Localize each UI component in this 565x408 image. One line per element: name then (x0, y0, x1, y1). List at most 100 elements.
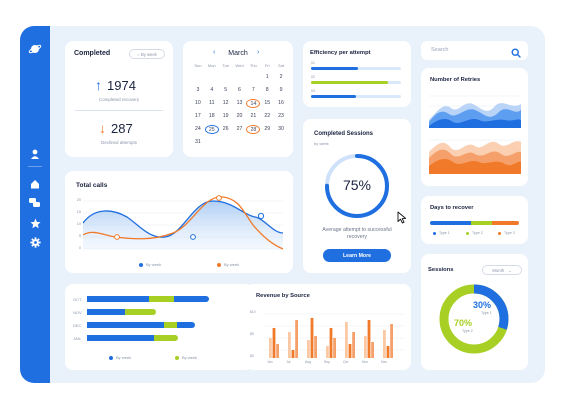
calendar-day[interactable]: 26 (222, 126, 229, 132)
blue-data-point[interactable] (190, 234, 196, 240)
revenue-x-label: Oct (343, 360, 349, 364)
gear-icon[interactable] (28, 235, 42, 249)
calendar-empty-cell (219, 73, 233, 82)
efficiency-bar-fill (311, 95, 356, 98)
chat-icon[interactable] (28, 196, 42, 210)
bar-segment (148, 296, 174, 302)
completed-filter-dropdown[interactable]: ○ By week (129, 49, 165, 59)
sessions-filter-label: Month (492, 267, 505, 273)
calendar-day[interactable]: 19 (222, 113, 229, 119)
total-calls-legend-blue: By week (139, 262, 161, 267)
declined-label: Declined attempts (100, 140, 138, 145)
revenue-bar (288, 332, 291, 358)
calendar-card: ‹ March › Sun Mon Tue Wed Thu Fri Sat 1 2 3 4 5 6 7 8 9… (183, 41, 293, 157)
calendar-day[interactable]: 20 (236, 113, 243, 119)
orange-data-point[interactable] (216, 195, 222, 201)
efficiency-bar-fill (311, 81, 389, 84)
calendar-day[interactable]: 28 (246, 125, 261, 134)
calendar-day[interactable]: 6 (238, 87, 241, 93)
calendar-day-header: Fri (264, 63, 270, 68)
calendar-day[interactable]: 27 (236, 126, 243, 132)
user-icon[interactable] (28, 147, 42, 161)
calendar-day[interactable]: 25 (204, 125, 219, 134)
days-recover-card: Days to recover Type 1 Type 2 Type 3 (421, 196, 528, 244)
calendar-day[interactable]: 14 (246, 99, 261, 108)
revenue-bar (345, 322, 348, 358)
bar-segment (87, 309, 125, 315)
calendar-day[interactable]: 11 (209, 100, 215, 106)
efficiency-card: Efficiency per attempt 01 02 03 (303, 41, 411, 107)
mouse-cursor-icon (397, 211, 407, 224)
completed-sessions-title: Completed Sessions (314, 131, 374, 137)
star-icon[interactable] (28, 216, 42, 230)
calendar-day[interactable]: 5 (224, 87, 228, 93)
search-icon[interactable] (511, 45, 521, 63)
revenue-bar (390, 324, 393, 358)
calendar-day[interactable]: 29 (264, 126, 271, 132)
calendar-day-header: Thu (249, 63, 257, 68)
revenue-x-label: Jul (286, 360, 291, 364)
search-placeholder: Search (431, 47, 449, 53)
declined-value: 287 (111, 121, 133, 136)
completed-sessions-subtitle: by week (314, 141, 329, 146)
calendar-day[interactable]: 18 (208, 113, 215, 119)
calendar-day[interactable]: 2 (279, 74, 283, 80)
sidebar-divider (28, 166, 42, 167)
calendar-day[interactable]: 3 (196, 87, 200, 93)
monthly-legend-green: By week (175, 355, 197, 360)
bar-segment (124, 309, 156, 315)
revenue-bar (333, 338, 336, 358)
progress-percent: 75% (342, 177, 372, 193)
blue-percent: 30% (473, 300, 492, 310)
calendar-day[interactable]: 21 (250, 113, 257, 119)
calendar-day[interactable]: 31 (195, 139, 201, 145)
revenue-title: Revenue by Source (256, 293, 310, 299)
calendar-day-header: Sat (278, 63, 285, 68)
revenue-bar (307, 340, 310, 358)
planet-logo-icon[interactable] (28, 42, 42, 56)
efficiency-bar-track (311, 81, 401, 84)
efficiency-bar-track (311, 95, 401, 98)
calendar-day[interactable]: 12 (222, 100, 229, 106)
month-label: OCT (73, 297, 82, 302)
calendar-day[interactable]: 17 (195, 113, 201, 119)
calendar-day[interactable]: 22 (264, 113, 271, 119)
revenue-bar (314, 336, 317, 358)
calendar-day[interactable]: 8 (265, 87, 269, 93)
blue-data-point[interactable] (257, 212, 265, 220)
calendar-day[interactable]: 1 (265, 74, 269, 80)
calendar-day[interactable]: 10 (195, 100, 201, 106)
calendar-day[interactable]: 23 (278, 113, 284, 119)
home-icon[interactable] (28, 177, 42, 191)
total-calls-title: Total calls (76, 182, 108, 189)
legend-dot-icon (217, 262, 221, 267)
dashboard-frame: Completed ○ By week ↑ 1974 Completed rec… (20, 26, 545, 383)
efficiency-row-label: 03 (311, 89, 315, 93)
y-tick-label: 5 (78, 234, 81, 238)
calendar-day[interactable]: 24 (195, 126, 201, 132)
revenue-bar (295, 320, 298, 358)
calendar-next-button[interactable]: › (257, 49, 260, 56)
search-box[interactable]: Search (421, 41, 528, 60)
sidebar (20, 26, 50, 383)
calendar-day-header: Mon (207, 63, 216, 68)
revenue-bar (367, 320, 371, 358)
bar-segment (164, 322, 177, 328)
orange-data-point[interactable] (114, 234, 120, 240)
calendar-day[interactable]: 7 (251, 87, 255, 93)
y-tick-label: 20 (76, 198, 81, 202)
sessions-filter-dropdown[interactable]: Month ⌄ (482, 265, 522, 275)
calendar-day[interactable]: 16 (278, 100, 284, 106)
learn-more-button[interactable]: Learn More (323, 249, 391, 262)
bar-segment (176, 322, 195, 328)
revenue-bar (269, 338, 272, 358)
calendar-day[interactable]: 15 (264, 100, 271, 106)
calendar-day[interactable]: 4 (210, 87, 214, 93)
calendar-prev-button[interactable]: ‹ (213, 49, 216, 56)
total-calls-legend-orange: By week (217, 262, 239, 267)
calendar-day[interactable]: 9 (279, 87, 283, 93)
calendar-day[interactable]: 30 (278, 126, 284, 132)
calendar-empty-cell (233, 73, 247, 82)
calendar-day[interactable]: 13 (236, 100, 243, 106)
retries-card: Number of Retries (421, 68, 528, 186)
